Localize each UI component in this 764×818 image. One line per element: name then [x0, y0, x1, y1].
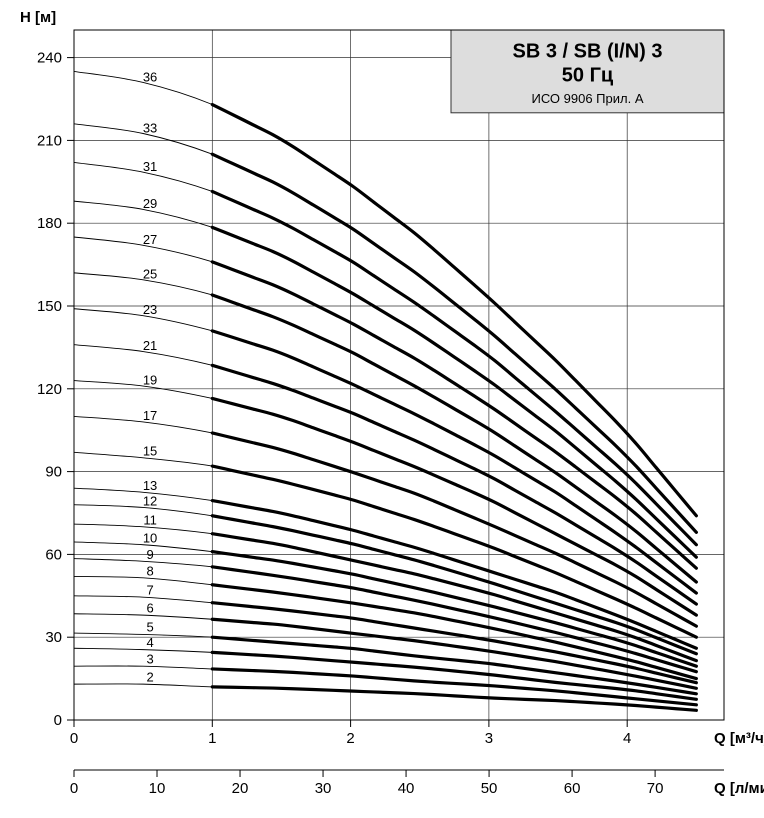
x2-axis-label: Q [л/мин] — [714, 780, 764, 797]
y-tick-label: 60 — [45, 546, 62, 563]
x2-tick-label: 40 — [398, 780, 415, 797]
x-axis-label: Q [м³/ч] — [714, 730, 764, 747]
curve-label: 36 — [143, 70, 157, 85]
y-tick-label: 90 — [45, 464, 62, 481]
curve-label: 6 — [146, 601, 153, 616]
curve-label: 15 — [143, 444, 157, 459]
x2-tick-label: 50 — [481, 780, 498, 797]
x-tick-label: 2 — [346, 730, 354, 747]
x-tick-label: 4 — [623, 730, 631, 747]
y-tick-label: 180 — [37, 215, 62, 232]
y-tick-label: 0 — [54, 712, 62, 729]
curve-label: 5 — [146, 620, 153, 635]
curve-label: 25 — [143, 266, 157, 281]
info-box-title1: SB 3 / SB (I/N) 3 — [512, 40, 662, 62]
curve-label: 29 — [143, 196, 157, 211]
curve-label: 7 — [146, 583, 153, 598]
x2-tick-label: 10 — [149, 780, 166, 797]
y-tick-label: 210 — [37, 132, 62, 149]
x2-tick-label: 30 — [315, 780, 332, 797]
curve-label: 17 — [143, 408, 157, 423]
curve-label: 9 — [146, 547, 153, 562]
curve-label: 12 — [143, 493, 157, 508]
y-tick-label: 150 — [37, 298, 62, 315]
x2-tick-label: 0 — [70, 780, 78, 797]
curve-label: 23 — [143, 302, 157, 317]
curve-label: 27 — [143, 232, 157, 247]
curve-label: 3 — [146, 651, 153, 666]
curve-label: 8 — [146, 564, 153, 579]
y-axis-label: H [м] — [20, 9, 56, 26]
x-tick-label: 1 — [208, 730, 216, 747]
y-tick-label: 240 — [37, 50, 62, 67]
x-tick-label: 3 — [485, 730, 493, 747]
curve-label: 31 — [143, 159, 157, 174]
curve-label: 21 — [143, 338, 157, 353]
curve-label: 33 — [143, 121, 157, 136]
curve-label: 4 — [146, 635, 153, 650]
x2-tick-label: 70 — [647, 780, 664, 797]
x2-tick-label: 60 — [564, 780, 581, 797]
curve-label: 13 — [143, 478, 157, 493]
curve-label: 19 — [143, 372, 157, 387]
pump-curve-chart: 012340306090120150180210240H [м]Q [м³/ч]… — [0, 0, 764, 818]
info-box-title2: 50 Гц — [562, 64, 614, 86]
info-box-subtitle: ИСО 9906 Прил. A — [531, 91, 643, 106]
curve-label: 2 — [146, 669, 153, 684]
x-tick-label: 0 — [70, 730, 78, 747]
x2-tick-label: 20 — [232, 780, 249, 797]
curve-label: 10 — [143, 530, 157, 545]
y-tick-label: 30 — [45, 629, 62, 646]
curve-label: 11 — [143, 512, 157, 527]
chart-svg: 012340306090120150180210240H [м]Q [м³/ч]… — [0, 0, 764, 818]
y-tick-label: 120 — [37, 381, 62, 398]
